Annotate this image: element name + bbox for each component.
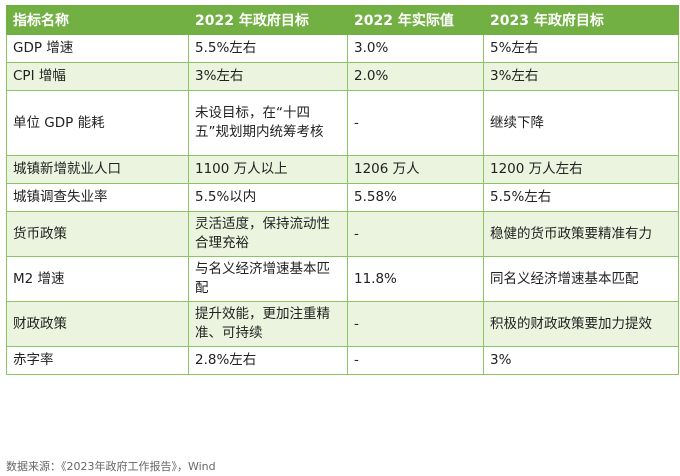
indicator-cell: 赤字率 [6, 346, 189, 375]
target-2023-cell: 3% [483, 346, 679, 375]
target-2022-cell: 未设目标，在“十四五”规划期内统筹考核 [188, 90, 348, 156]
target-2022-cell: 1100 万人以上 [188, 155, 348, 184]
indicator-cell: GDP 增速 [6, 34, 189, 63]
indicator-cell: 货币政策 [6, 211, 189, 257]
table-row: 城镇调查失业率 5.5%以内 5.58% 5.5%左右 [6, 183, 679, 212]
header-indicator: 指标名称 [6, 5, 189, 35]
indicator-cell: 财政政策 [6, 301, 189, 347]
table-row: CPI 增幅 3%左右 2.0% 3%左右 [6, 62, 679, 91]
header-2022-actual: 2022 年实际值 [347, 5, 484, 35]
actual-2022-cell: 3.0% [347, 34, 484, 63]
table-row: M2 增速 与名义经济增速基本匹配 11.8% 同名义经济增速基本匹配 [6, 256, 679, 302]
table-row: 财政政策 提升效能，更加注重精准、可持续 - 积极的财政政策要加力提效 [6, 301, 679, 347]
actual-2022-cell: - [347, 346, 484, 375]
actual-2022-cell: - [347, 301, 484, 347]
target-2023-cell: 积极的财政政策要加力提效 [483, 301, 679, 347]
target-2023-cell: 5.5%左右 [483, 183, 679, 212]
target-2023-cell: 1200 万人左右 [483, 155, 679, 184]
indicator-cell: CPI 增幅 [6, 62, 189, 91]
actual-2022-cell: 2.0% [347, 62, 484, 91]
target-2022-cell: 与名义经济增速基本匹配 [188, 256, 348, 302]
target-2022-cell: 5.5%以内 [188, 183, 348, 212]
target-2023-cell: 5%左右 [483, 34, 679, 63]
table-row: 单位 GDP 能耗 未设目标，在“十四五”规划期内统筹考核 - 继续下降 [6, 90, 679, 156]
target-2022-cell: 2.8%左右 [188, 346, 348, 375]
indicator-cell: 城镇调查失业率 [6, 183, 189, 212]
actual-2022-cell: 5.58% [347, 183, 484, 212]
target-2023-cell: 3%左右 [483, 62, 679, 91]
target-2023-cell: 同名义经济增速基本匹配 [483, 256, 679, 302]
table-row: 货币政策 灵活适度，保持流动性合理充裕 - 稳健的货币政策要精准有力 [6, 211, 679, 257]
target-2022-cell: 灵活适度，保持流动性合理充裕 [188, 211, 348, 257]
target-2022-cell: 提升效能，更加注重精准、可持续 [188, 301, 348, 347]
target-2022-cell: 5.5%左右 [188, 34, 348, 63]
header-row: 指标名称 2022 年政府目标 2022 年实际值 2023 年政府目标 [6, 5, 679, 35]
actual-2022-cell: - [347, 211, 484, 257]
indicator-cell: 城镇新增就业人口 [6, 155, 189, 184]
target-2022-cell: 3%左右 [188, 62, 348, 91]
target-2023-cell: 继续下降 [483, 90, 679, 156]
actual-2022-cell: 1206 万人 [347, 155, 484, 184]
source-note: 数据来源：《2023年政府工作报告》，Wind [6, 460, 216, 473]
table-row: GDP 增速 5.5%左右 3.0% 5%左右 [6, 34, 679, 63]
header-2023-target: 2023 年政府目标 [483, 5, 679, 35]
actual-2022-cell: 11.8% [347, 256, 484, 302]
indicator-cell: M2 增速 [6, 256, 189, 302]
table-row: 城镇新增就业人口 1100 万人以上 1206 万人 1200 万人左右 [6, 155, 679, 184]
target-2023-cell: 稳健的货币政策要精准有力 [483, 211, 679, 257]
actual-2022-cell: - [347, 90, 484, 156]
policy-targets-table: 指标名称 2022 年政府目标 2022 年实际值 2023 年政府目标 GDP… [6, 5, 679, 375]
header-2022-target: 2022 年政府目标 [188, 5, 348, 35]
indicator-cell: 单位 GDP 能耗 [6, 90, 189, 156]
table-row: 赤字率 2.8%左右 - 3% [6, 346, 679, 375]
